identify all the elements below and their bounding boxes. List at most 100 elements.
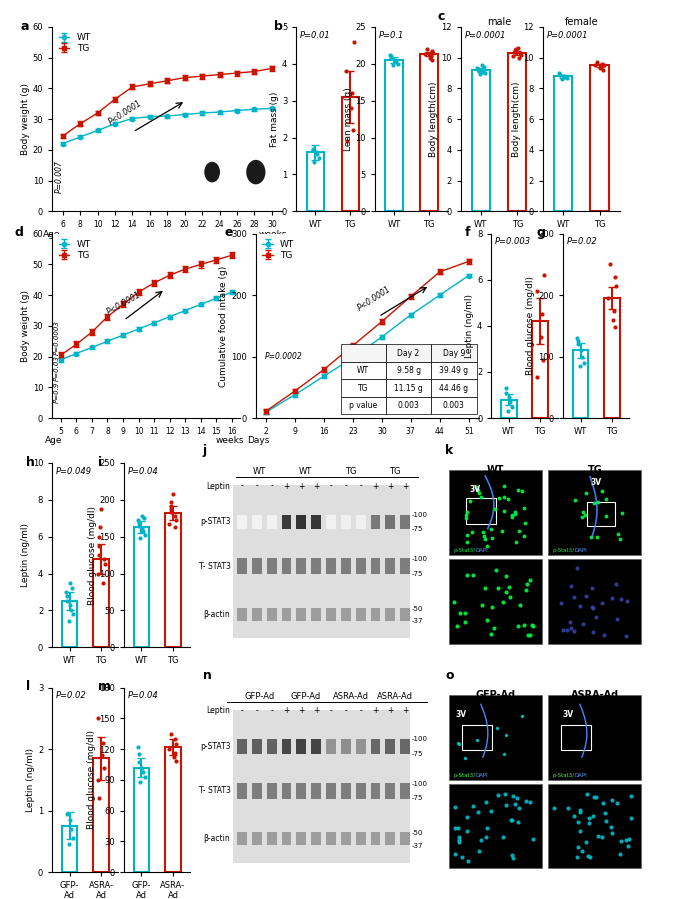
Point [512, 41, 523, 56]
Point [170, 754, 181, 769]
Point [139, 528, 151, 542]
Text: p-Stat3/: p-Stat3/ [454, 548, 475, 553]
Bar [134, 527, 149, 647]
Point [576, 350, 588, 364]
Text: -: - [240, 707, 243, 716]
Y-axis label: Blood glucose (mg/dl): Blood glucose (mg/dl) [87, 730, 96, 830]
Bar [296, 514, 306, 530]
Bar [326, 514, 336, 530]
Bar [385, 60, 403, 211]
Text: n: n [203, 669, 212, 682]
Point [561, 70, 572, 85]
Text: e: e [224, 227, 233, 239]
Bar [282, 608, 291, 620]
Bar [400, 514, 410, 530]
Point [167, 486, 178, 501]
Text: TG: TG [346, 467, 357, 476]
Point [477, 65, 489, 79]
Text: -37: -37 [412, 619, 424, 625]
Point [536, 307, 547, 322]
Point [592, 55, 603, 69]
Point [63, 614, 75, 628]
Text: -: - [344, 482, 347, 491]
Bar [252, 558, 261, 574]
Point [132, 513, 144, 528]
Point [95, 502, 107, 516]
Text: Age: Age [45, 437, 62, 446]
Point [61, 594, 72, 609]
Text: f: f [465, 227, 470, 239]
Text: P=0.04: P=0.04 [128, 467, 158, 476]
Text: T- STAT3: T- STAT3 [199, 787, 231, 796]
Point [170, 509, 181, 523]
Title: female: female [565, 17, 598, 27]
Text: P=0.0001: P=0.0001 [465, 31, 506, 40]
Bar [237, 832, 247, 845]
Point [165, 505, 176, 520]
Bar [267, 832, 277, 845]
Point [137, 761, 148, 775]
Point [479, 66, 490, 80]
Bar [296, 608, 306, 620]
Point [609, 270, 620, 284]
Text: ASRA-Ad: ASRA-Ad [333, 691, 369, 700]
Text: WT: WT [252, 467, 266, 476]
Point [66, 822, 77, 836]
Text: DAPI: DAPI [575, 548, 588, 553]
Text: -100: -100 [412, 736, 428, 743]
Point [341, 134, 352, 148]
Bar [267, 739, 277, 754]
Point [514, 50, 525, 65]
Bar [371, 739, 381, 754]
Point [476, 64, 487, 78]
Text: Days: Days [247, 437, 269, 446]
Text: DAPI: DAPI [475, 548, 489, 553]
Y-axis label: Leptin (ng/ml): Leptin (ng/ml) [21, 523, 30, 587]
Bar [296, 558, 306, 574]
Point [427, 46, 438, 60]
Point [137, 764, 148, 779]
Point [531, 369, 542, 384]
Point [93, 547, 105, 563]
Text: P=0.0003: P=0.0003 [54, 321, 60, 355]
Bar [342, 97, 359, 211]
Bar [355, 739, 366, 754]
Point [390, 55, 401, 69]
Bar [282, 783, 291, 799]
Bar [341, 514, 351, 530]
Bar [355, 783, 366, 799]
Bar [371, 558, 381, 574]
Point [98, 761, 109, 775]
Text: P=0.02: P=0.02 [56, 691, 86, 700]
Point [504, 390, 515, 405]
Point [500, 381, 512, 396]
Point [169, 746, 180, 761]
Bar [233, 710, 410, 863]
Text: -37: -37 [412, 843, 424, 850]
Text: P<0.0001: P<0.0001 [107, 99, 144, 127]
Bar [252, 608, 261, 620]
Text: -: - [255, 482, 258, 491]
Point [92, 566, 103, 581]
Text: o: o [445, 669, 454, 682]
Point [597, 57, 608, 71]
Point [309, 155, 320, 169]
Text: b: b [275, 20, 283, 32]
Point [505, 395, 516, 409]
Point [560, 70, 571, 85]
Legend: WT, TG: WT, TG [55, 236, 95, 263]
Text: -100: -100 [412, 556, 428, 562]
Point [93, 791, 104, 806]
Point [576, 343, 587, 358]
Text: +: + [372, 707, 378, 716]
Bar [371, 832, 381, 845]
Bar [400, 608, 410, 620]
Point [93, 530, 105, 544]
Text: P=0.1: P=0.1 [378, 31, 404, 40]
Bar [501, 399, 516, 418]
Bar [450, 784, 542, 868]
Text: P=0.007: P=0.007 [54, 160, 63, 193]
Text: Age: Age [43, 229, 61, 239]
Bar [312, 832, 321, 845]
Point [94, 521, 105, 535]
